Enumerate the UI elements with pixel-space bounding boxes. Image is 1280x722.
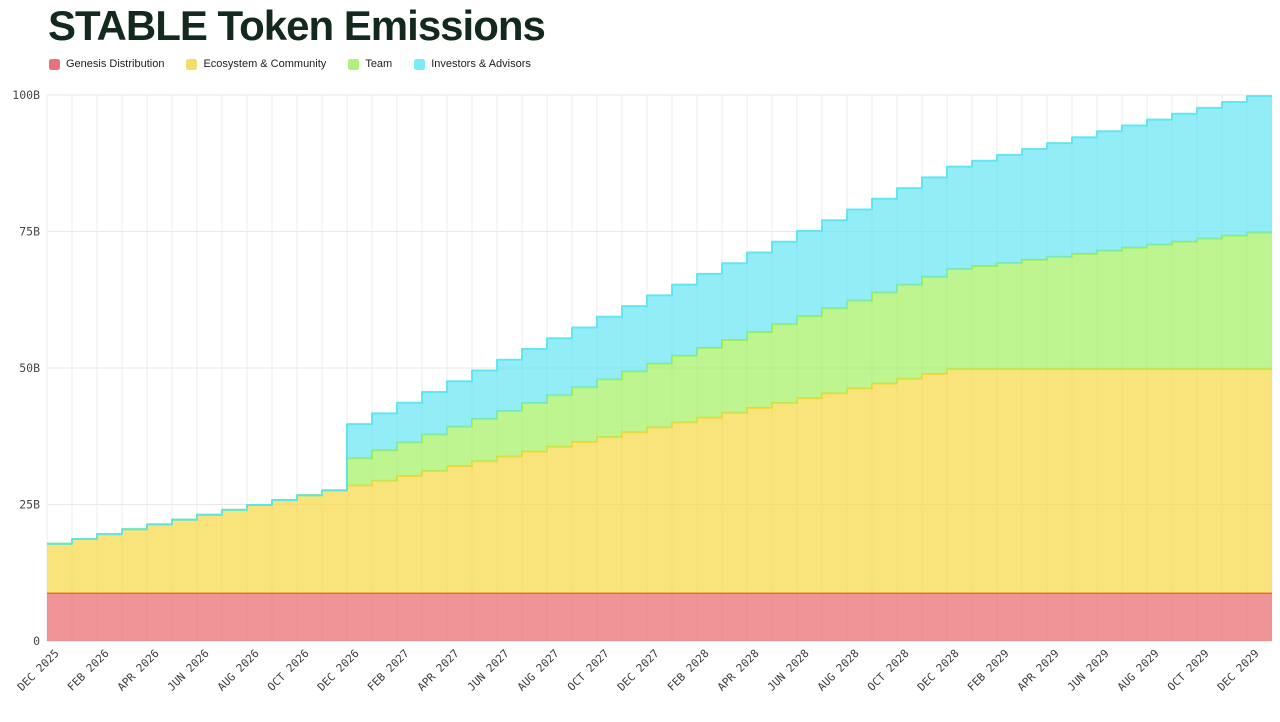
x-axis-label: JUN 2028 bbox=[765, 647, 812, 694]
x-axis-label: JUN 2027 bbox=[465, 647, 512, 694]
page-header: STABLE Token Emissions bbox=[48, 2, 546, 50]
x-axis-label: APR 2027 bbox=[415, 647, 462, 694]
x-axis-label: OCT 2027 bbox=[565, 647, 612, 694]
x-axis-label: DEC 2028 bbox=[915, 647, 962, 694]
legend-item-team[interactable]: Team bbox=[348, 58, 392, 70]
y-axis-label: 50B bbox=[19, 361, 40, 375]
y-axis-label: 100B bbox=[12, 88, 40, 102]
x-axis-label: JUN 2026 bbox=[165, 647, 212, 694]
x-axis-label: OCT 2028 bbox=[865, 647, 912, 694]
x-axis-label: OCT 2026 bbox=[265, 647, 312, 694]
x-axis-label: OCT 2029 bbox=[1165, 647, 1212, 694]
x-axis-label: FEB 2026 bbox=[65, 647, 112, 694]
y-axis-labels: 0 25B 50B 75B 100B bbox=[12, 88, 40, 648]
x-axis-label: FEB 2029 bbox=[965, 647, 1012, 694]
x-axis-label: DEC 2026 bbox=[315, 647, 362, 694]
legend-swatch-genesis-distribution bbox=[49, 58, 60, 70]
x-axis-label: AUG 2029 bbox=[1115, 647, 1162, 694]
area-investors-advisors[interactable] bbox=[47, 96, 1272, 544]
x-axis-label: DEC 2025 bbox=[15, 647, 62, 694]
y-axis-label: 25B bbox=[19, 498, 40, 512]
x-axis-label: FEB 2028 bbox=[665, 647, 712, 694]
x-axis-label: JUN 2029 bbox=[1065, 647, 1112, 694]
legend-swatch-ecosystem-community bbox=[186, 58, 198, 70]
area-ecosystem-community[interactable] bbox=[47, 369, 1272, 593]
x-axis-label: APR 2026 bbox=[115, 647, 162, 694]
line-investors-advisors bbox=[47, 95, 1272, 545]
x-axis-label: AUG 2026 bbox=[215, 647, 262, 694]
y-axis-label: 0 bbox=[33, 634, 40, 648]
y-axis-label: 75B bbox=[19, 225, 40, 239]
x-axis-label: AUG 2027 bbox=[515, 647, 562, 694]
x-axis-label: DEC 2029 bbox=[1215, 647, 1262, 694]
legend-swatch-team bbox=[348, 58, 360, 70]
legend-item-genesis-distribution[interactable]: Genesis Distribution bbox=[49, 58, 164, 70]
x-axis-label: APR 2028 bbox=[715, 647, 762, 694]
legend-label: Investors & Advisors bbox=[431, 58, 531, 70]
legend-item-ecosystem-community[interactable]: Ecosystem & Community bbox=[186, 58, 326, 70]
legend-label: Ecosystem & Community bbox=[203, 58, 327, 70]
x-axis-label: FEB 2027 bbox=[365, 647, 412, 694]
area-team[interactable] bbox=[47, 232, 1272, 544]
stacked-areas bbox=[47, 95, 1272, 641]
area-genesis-distribution[interactable] bbox=[47, 592, 1272, 641]
legend-label: Genesis Distribution bbox=[66, 58, 165, 70]
x-axis-label: APR 2029 bbox=[1015, 647, 1062, 694]
x-axis-label: DEC 2027 bbox=[615, 647, 662, 694]
legend-item-investors-advisors[interactable]: Investors & Advisors bbox=[414, 58, 531, 70]
legend-swatch-investors-advisors bbox=[414, 58, 426, 70]
legend: Genesis Distribution Ecosystem & Communit… bbox=[49, 58, 531, 70]
x-axis-label: AUG 2028 bbox=[815, 647, 862, 694]
legend-label: Team bbox=[365, 58, 393, 70]
x-axis-labels: DEC 2025 FEB 2026 APR 2026 JUN 2026 AUG 2026… bbox=[15, 647, 1262, 694]
page-title: STABLE Token Emissions bbox=[48, 2, 546, 49]
